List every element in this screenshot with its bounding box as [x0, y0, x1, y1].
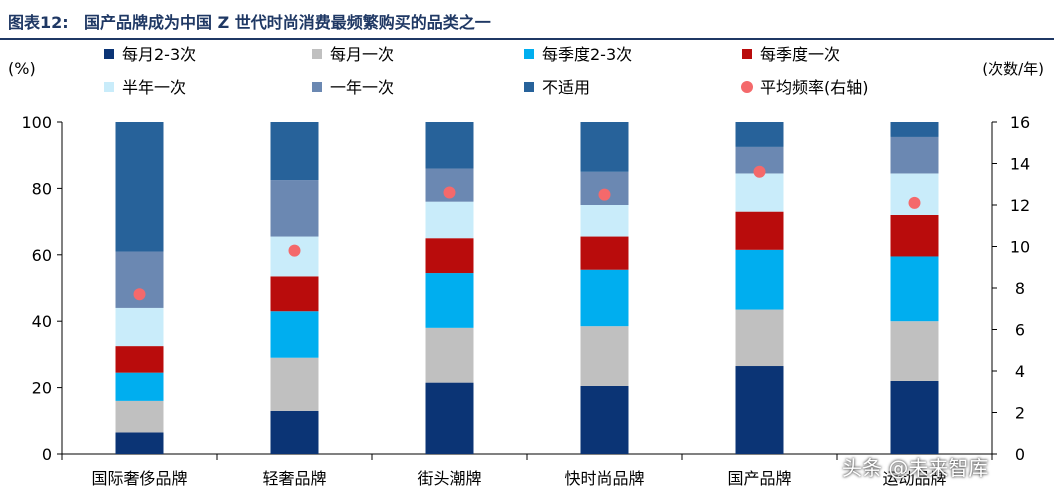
legend-label: 平均频率(右轴) [760, 78, 869, 97]
bar-segment-7 [890, 122, 939, 137]
y-tick-label: 0 [42, 445, 52, 464]
bar-segment-1 [890, 380, 939, 454]
bar-segment-4 [425, 238, 474, 274]
bar-segment-3 [890, 256, 939, 322]
bar-segment-4 [115, 346, 164, 373]
y2-tick-label: 6 [1015, 321, 1025, 340]
bar-segment-4 [580, 236, 629, 270]
y-tick-label: 20 [32, 379, 52, 398]
legend-swatch [312, 82, 322, 92]
bar-segment-5 [115, 307, 164, 347]
bar-segment-2 [270, 357, 319, 411]
bar-segment-7 [735, 122, 784, 147]
legend-label: 每季度一次 [760, 45, 840, 64]
avg-frequency-point [133, 288, 146, 301]
bar-segment-3 [580, 269, 629, 327]
bar-segment-7 [425, 122, 474, 169]
bar-segment-5 [425, 201, 474, 239]
y2-tick-label: 8 [1015, 279, 1025, 298]
x-tick-label: 国际奢侈品牌 [91, 469, 187, 488]
y2-tick-label: 16 [1010, 113, 1030, 132]
y2-axis-label: (次数/年) [982, 60, 1044, 78]
legend-label: 每月2-3次 [122, 45, 196, 64]
y2-tick-label: 4 [1015, 362, 1025, 381]
bar-segment-2 [580, 326, 629, 386]
title-bar: 图表12: 国产品牌成为中国 Z 世代时尚消费最频繁购买的品类之一 [0, 0, 1054, 40]
y2-tick-label: 14 [1010, 155, 1030, 174]
y-tick-label: 40 [32, 312, 52, 331]
bar-segment-2 [115, 400, 164, 433]
bar-segment-4 [270, 276, 319, 312]
x-tick-label: 运动品牌 [882, 469, 946, 488]
legend-label: 每月一次 [330, 45, 394, 64]
bar-segment-1 [735, 366, 784, 454]
y2-tick-label: 0 [1015, 445, 1025, 464]
bar-segment-3 [735, 249, 784, 310]
y2-tick-label: 10 [1010, 238, 1030, 257]
bar-segment-5 [580, 205, 629, 237]
legend-swatch [524, 82, 534, 92]
bar-segment-1 [425, 382, 474, 454]
x-tick-label: 国产品牌 [727, 469, 791, 488]
bar-segment-2 [735, 309, 784, 367]
avg-frequency-point [443, 186, 456, 199]
bar-segment-2 [890, 321, 939, 381]
y2-tick-label: 12 [1010, 196, 1030, 215]
bar-segment-7 [115, 122, 164, 252]
figure-title: 国产品牌成为中国 Z 世代时尚消费最频繁购买的品类之一 [84, 13, 491, 32]
bar-segment-1 [115, 432, 164, 454]
legend-label: 每季度2-3次 [542, 45, 632, 64]
bar-segment-6 [890, 136, 939, 174]
watermark: 头条 @未来智库 [842, 456, 989, 480]
legend-label: 一年一次 [330, 78, 394, 97]
legend-label: 不适用 [542, 78, 590, 97]
bar-segment-4 [890, 214, 939, 257]
y2-tick-label: 2 [1015, 404, 1025, 423]
y-tick-label: 80 [32, 179, 52, 198]
bar-segment-3 [270, 311, 319, 358]
legend-swatch [312, 49, 322, 59]
x-tick-label: 轻奢品牌 [262, 469, 326, 488]
bar-segment-1 [270, 410, 319, 454]
bar-segment-6 [270, 180, 319, 237]
x-tick-label: 快时尚品牌 [564, 469, 644, 488]
bar-segment-3 [115, 372, 164, 401]
bar-segment-1 [580, 385, 629, 454]
y-tick-label: 60 [32, 246, 52, 265]
y-tick-label: 100 [21, 113, 52, 132]
bar-segment-4 [735, 211, 784, 250]
legend-swatch [742, 49, 752, 59]
legend-swatch [104, 82, 114, 92]
bar-segment-3 [425, 273, 474, 328]
bar-segment-7 [270, 122, 319, 181]
avg-frequency-point [598, 188, 611, 201]
legend-marker [741, 81, 753, 93]
legend-label: 半年一次 [122, 78, 186, 97]
avg-frequency-point [288, 244, 301, 257]
x-tick-label: 街头潮牌 [417, 469, 481, 488]
avg-frequency-point [753, 165, 766, 178]
avg-frequency-point [908, 196, 921, 209]
figure-label: 图表12: [8, 13, 69, 32]
bar-segment-2 [425, 327, 474, 383]
y-axis-label: (%) [8, 59, 36, 78]
legend-swatch [524, 49, 534, 59]
bar-segment-7 [580, 122, 629, 172]
bar-segment-5 [735, 173, 784, 212]
legend-swatch [104, 49, 114, 59]
